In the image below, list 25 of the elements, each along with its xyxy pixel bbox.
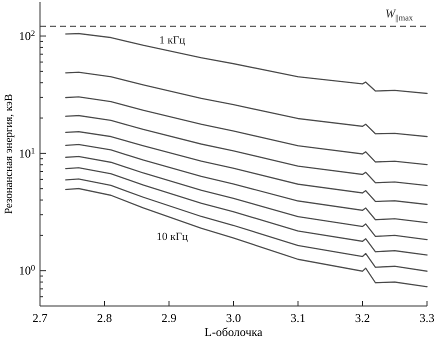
x-tick-label: 2.7 xyxy=(32,311,48,325)
line-series xyxy=(65,32,428,94)
x-tick-label: 2.9 xyxy=(162,311,176,325)
ref-line-label: W$_{||max}$ xyxy=(385,6,414,22)
line-series xyxy=(65,144,428,224)
line-series xyxy=(65,156,428,240)
x-axis-title: L-оболочка xyxy=(204,325,264,339)
y-tick-label: 10$^{2}$ xyxy=(18,28,35,44)
line-series xyxy=(65,114,428,186)
x-tick-label: 3.2 xyxy=(355,311,370,325)
x-tick-label: 2.8 xyxy=(97,311,112,325)
series-label: 1 кГц xyxy=(159,34,186,47)
x-tick-label: 3.3 xyxy=(420,311,434,325)
line-series xyxy=(65,131,428,206)
line-series xyxy=(65,72,428,138)
line-series xyxy=(65,188,428,288)
x-tick-label: 3.1 xyxy=(290,311,306,325)
line-series xyxy=(65,167,428,256)
line-series xyxy=(65,178,428,272)
series-label: 10 кГц xyxy=(156,231,188,244)
y-tick-label: 10$^{0}$ xyxy=(18,263,35,278)
y-tick-label: 10$^{1}$ xyxy=(18,146,35,160)
line-series xyxy=(65,96,428,166)
x-tick-label: 3.0 xyxy=(226,311,241,325)
y-axis-title: Резонансная энергия, кэВ xyxy=(3,94,15,214)
